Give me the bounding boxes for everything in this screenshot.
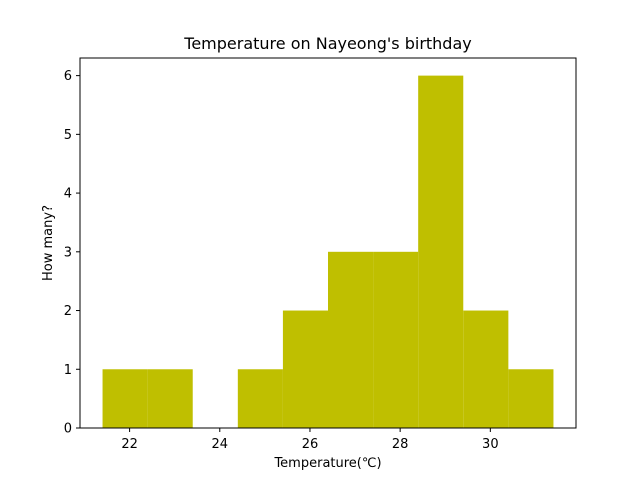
y-tick-label: 3 [64, 245, 72, 260]
histogram-bar [147, 369, 193, 428]
y-tick-label: 6 [64, 69, 72, 84]
y-axis-label: How many? [41, 205, 56, 281]
y-tick-label: 1 [64, 363, 72, 378]
histogram-bar [418, 75, 464, 428]
x-axis-label: Temperature(℃) [273, 456, 381, 471]
histogram-bar [463, 310, 509, 428]
y-tick-label: 5 [64, 128, 72, 143]
y-axis-ticks: 0 1 2 3 4 5 6 [64, 69, 80, 437]
histogram-bar [237, 369, 283, 428]
histogram-bar [328, 251, 374, 428]
x-tick-label: 22 [121, 437, 138, 452]
y-tick-label: 0 [64, 422, 72, 437]
chart-title: Temperature on Nayeong's birthday [183, 34, 471, 53]
y-tick-label: 2 [64, 304, 72, 319]
histogram-bar [102, 369, 148, 428]
histogram-bar [282, 310, 328, 428]
histogram-bar [508, 369, 554, 428]
plot-frame [79, 57, 577, 429]
bars-group [102, 75, 554, 428]
x-tick-label: 24 [212, 437, 229, 452]
x-tick-label: 30 [482, 437, 499, 452]
y-tick-label: 4 [64, 187, 72, 202]
histogram-bar [373, 251, 419, 428]
x-tick-label: 26 [302, 437, 319, 452]
x-axis-ticks: 22 24 26 28 30 [121, 428, 499, 452]
x-tick-label: 28 [392, 437, 409, 452]
